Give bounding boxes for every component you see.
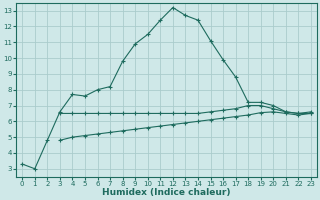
- X-axis label: Humidex (Indice chaleur): Humidex (Indice chaleur): [102, 188, 231, 197]
